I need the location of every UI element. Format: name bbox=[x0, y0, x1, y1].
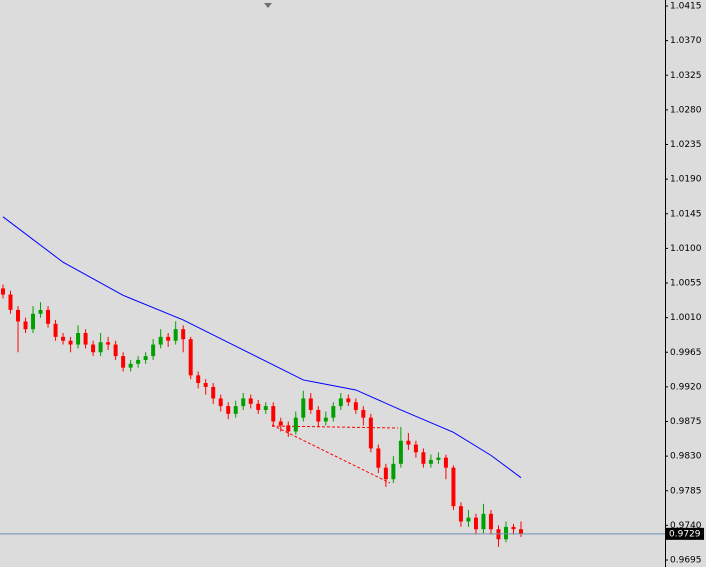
candle-body bbox=[16, 309, 21, 322]
candle-body bbox=[511, 526, 516, 530]
candle-body bbox=[233, 406, 238, 414]
candle-body bbox=[31, 313, 36, 330]
candle-body bbox=[136, 359, 141, 364]
candle-body bbox=[143, 356, 148, 360]
candle-body bbox=[293, 417, 298, 432]
candle-body bbox=[353, 402, 358, 410]
candle-body bbox=[376, 448, 381, 468]
y-tick-label: 1.0190 bbox=[670, 175, 702, 185]
candle-body bbox=[286, 425, 291, 432]
candle-body bbox=[413, 444, 418, 453]
candle-body bbox=[421, 452, 426, 464]
candle-body bbox=[196, 375, 201, 384]
candle-body bbox=[98, 342, 103, 353]
candle-body bbox=[226, 406, 231, 414]
candle-body bbox=[23, 321, 28, 330]
candle-body bbox=[128, 363, 133, 368]
candle-body bbox=[61, 336, 66, 341]
candle-body bbox=[8, 294, 13, 310]
candle-body bbox=[76, 333, 81, 345]
y-tick-label: 0.9740 bbox=[670, 521, 702, 531]
y-tick-label: 1.0370 bbox=[670, 36, 702, 46]
candle-body bbox=[346, 398, 351, 403]
y-tick-label: 1.0235 bbox=[670, 140, 702, 150]
candle-body bbox=[368, 417, 373, 449]
y-tick-label: 0.9875 bbox=[670, 417, 702, 427]
y-tick-label: 0.9965 bbox=[670, 348, 702, 358]
candle-body bbox=[316, 409, 321, 422]
candle-body bbox=[53, 323, 58, 337]
y-tick-label: 0.9695 bbox=[670, 556, 702, 566]
candle-body bbox=[91, 344, 96, 353]
candle-body bbox=[391, 463, 396, 480]
y-tick-label: 1.0325 bbox=[670, 71, 702, 81]
candle-body bbox=[519, 529, 523, 534]
candle-body bbox=[361, 409, 366, 418]
candle-body bbox=[271, 406, 276, 422]
candle-body bbox=[451, 467, 456, 507]
candle-body bbox=[443, 457, 448, 468]
candle-body bbox=[308, 398, 313, 410]
last-price-label: 0.9729 bbox=[669, 529, 701, 539]
moving-average bbox=[2, 216, 522, 479]
candle-body bbox=[151, 344, 156, 357]
candle-body bbox=[473, 517, 478, 530]
candle-body bbox=[331, 406, 336, 418]
candle-body bbox=[211, 386, 216, 399]
candle-body bbox=[263, 406, 268, 410]
candle-body bbox=[241, 398, 246, 407]
candle-body bbox=[398, 440, 403, 464]
candle-body bbox=[278, 421, 283, 426]
candle-body bbox=[338, 398, 343, 407]
y-tick-label: 1.0100 bbox=[670, 244, 702, 254]
candle-body bbox=[203, 383, 208, 387]
y-tick-label: 1.0010 bbox=[670, 313, 702, 323]
candle-body bbox=[121, 356, 126, 368]
candle-body bbox=[173, 329, 178, 341]
candle-body bbox=[38, 309, 43, 314]
candle-body bbox=[106, 342, 111, 345]
y-tick-label: 1.0055 bbox=[670, 279, 702, 289]
y-tick-label: 1.0280 bbox=[670, 105, 702, 115]
candle-body bbox=[428, 459, 433, 464]
candle-body bbox=[481, 513, 486, 530]
y-tick-label: 0.9920 bbox=[670, 382, 702, 392]
candle-body bbox=[488, 513, 493, 530]
candle-body bbox=[458, 506, 463, 522]
candle-body bbox=[383, 467, 388, 480]
candle-body bbox=[323, 417, 328, 422]
y-tick-label: 1.0145 bbox=[670, 209, 702, 219]
candle-body bbox=[218, 398, 223, 407]
candle-body bbox=[256, 403, 261, 410]
candle-body bbox=[301, 398, 306, 418]
candle-body bbox=[466, 517, 471, 522]
candle-body bbox=[181, 329, 186, 340]
y-tick-label: 0.9830 bbox=[670, 452, 702, 462]
shift-marker bbox=[264, 3, 272, 8]
y-tick-label: 1.0415 bbox=[670, 2, 702, 12]
last-price-box bbox=[666, 527, 704, 540]
candle-body bbox=[83, 333, 88, 345]
trend-line bbox=[271, 424, 391, 484]
candle-body bbox=[503, 526, 508, 540]
candle-body bbox=[406, 440, 411, 445]
candle-body bbox=[46, 309, 51, 324]
candle-body bbox=[166, 336, 171, 341]
trend-line bbox=[271, 425, 399, 429]
candle-body bbox=[68, 340, 73, 345]
candle-body bbox=[188, 339, 193, 376]
candle-body bbox=[248, 398, 253, 404]
candle-body bbox=[113, 344, 118, 357]
y-tick-label: 0.9785 bbox=[670, 486, 702, 496]
candle-body bbox=[1, 288, 5, 295]
candle-body bbox=[158, 336, 163, 345]
candle-body bbox=[436, 457, 441, 460]
